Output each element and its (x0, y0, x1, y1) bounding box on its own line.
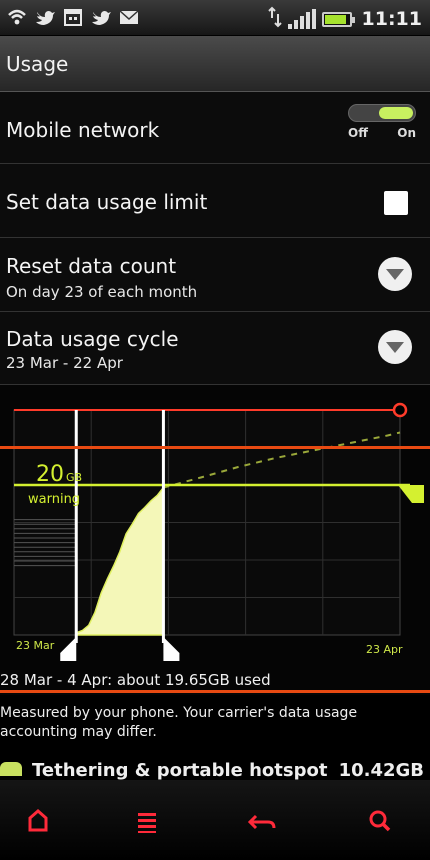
wifi-icon (6, 6, 28, 28)
reset-count-row[interactable]: Reset data count On day 23 of each month (0, 238, 430, 312)
toggle-track (348, 104, 416, 122)
search-button[interactable] (350, 800, 410, 840)
projection-line (163, 431, 401, 489)
home-icon (28, 809, 48, 832)
back-button[interactable] (232, 800, 292, 840)
usage-cycle-label: Data usage cycle (6, 327, 179, 351)
reset-count-value: On day 23 of each month (6, 283, 198, 301)
mail-icon (118, 6, 140, 28)
navigation-bar (0, 780, 430, 860)
x-tick-end: 23 Apr (366, 643, 403, 656)
android-icon (0, 762, 22, 776)
reset-count-dropdown[interactable] (378, 257, 412, 291)
warning-value: 20 (36, 462, 64, 487)
notification-icons (6, 6, 140, 28)
menu-button[interactable] (117, 800, 177, 840)
x-tick-start: 23 Mar (16, 639, 55, 652)
limit-handle[interactable] (392, 402, 408, 418)
toggle-on-label: On (397, 126, 416, 140)
mobile-network-toggle[interactable]: Off On (348, 104, 416, 140)
battery-icon (321, 11, 355, 27)
home-button[interactable] (8, 800, 68, 840)
signal-icon (287, 9, 316, 29)
mobile-network-label: Mobile network (6, 118, 160, 142)
carrier-note: Measured by your phone. Your carrier's d… (0, 705, 358, 740)
data-limit-checkbox[interactable] (384, 191, 408, 215)
warning-label: warning (28, 492, 80, 507)
twitter-icon (90, 6, 112, 28)
app-name: Tethering & portable hotspot (32, 760, 328, 780)
data-limit-label: Set data usage limit (6, 190, 208, 214)
usage-chart: 20 GB warning 23 Mar 23 Apr (0, 385, 430, 695)
title-bar: Usage (0, 36, 430, 92)
app-usage-row[interactable]: Tethering & portable hotspot 10.42GB (0, 756, 430, 780)
usage-fill-area (75, 485, 165, 636)
usage-summary: 28 Mar - 4 Apr: about 19.65GB used (0, 671, 271, 689)
status-right: 11:11 (267, 6, 422, 32)
overlay-red-line-top (0, 446, 430, 449)
usage-cycle-value: 23 Mar - 22 Apr (6, 354, 123, 372)
toggle-off-label: Off (348, 126, 368, 140)
menu-icon (138, 813, 156, 833)
toggle-knob (379, 107, 413, 119)
selection-right-handle[interactable] (163, 637, 180, 661)
search-icon (369, 810, 391, 832)
reset-count-label: Reset data count (6, 254, 177, 278)
usage-cycle-dropdown[interactable] (378, 330, 412, 364)
status-bar: 11:11 (0, 0, 430, 36)
mobile-network-row[interactable]: Mobile network Off On (0, 92, 430, 164)
clock: 11:11 (361, 8, 422, 30)
warning-handle[interactable] (398, 485, 424, 503)
usage-cycle-row[interactable]: Data usage cycle 23 Mar - 22 Apr (0, 312, 430, 385)
app-usage-amount: 10.42GB (338, 760, 424, 780)
selection-left-handle[interactable] (60, 637, 77, 661)
warning-unit: GB (66, 471, 82, 484)
data-transfer-icon (267, 6, 282, 32)
overlay-red-line-bottom (0, 690, 430, 693)
twitter-icon (34, 6, 56, 28)
page-title: Usage (6, 52, 69, 76)
data-limit-row[interactable]: Set data usage limit (0, 164, 430, 238)
calendar-icon (62, 6, 84, 28)
back-icon (247, 814, 276, 830)
usage-chart-svg: 20 GB warning 23 Mar 23 Apr (13, 402, 424, 661)
